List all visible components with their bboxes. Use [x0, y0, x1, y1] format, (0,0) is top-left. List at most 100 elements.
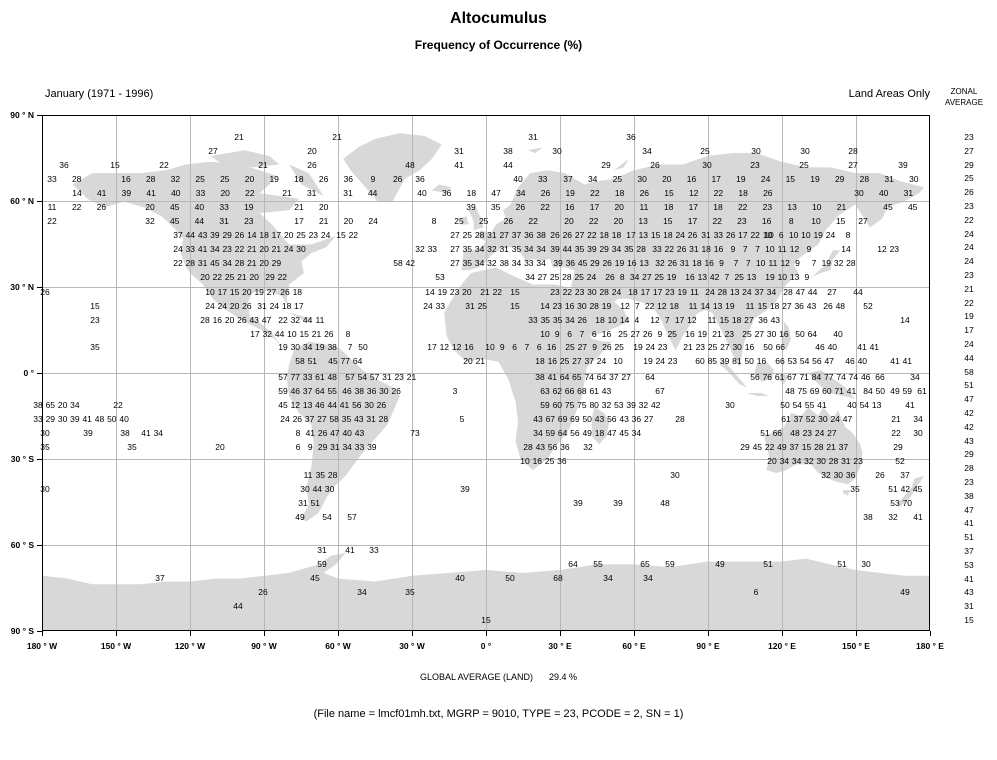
grid-value: 73 — [410, 428, 420, 438]
grid-value: 39 — [553, 258, 563, 268]
grid-value: 19 — [725, 301, 735, 311]
axis-tick-bottom — [42, 631, 43, 636]
grid-value: 23 — [449, 287, 460, 297]
grid-value: 34 — [222, 258, 232, 268]
grid-value: 7 — [347, 342, 353, 352]
grid-value: 44 — [562, 244, 573, 254]
grid-value: 54 — [357, 372, 368, 382]
grid-value: 19 — [677, 287, 687, 297]
grid-value: 18 — [628, 287, 638, 297]
grid-value: 34 — [70, 400, 80, 410]
grid-value: 9 — [307, 442, 313, 452]
grid-value: 31 — [219, 216, 229, 226]
grid-value: 29 — [222, 230, 232, 240]
longitude-label: 0 ° — [480, 641, 492, 651]
zonal-average-value: 24 — [964, 228, 974, 239]
grid-value: 55 — [804, 400, 815, 410]
grid-value: 40 — [827, 342, 838, 352]
grid-value: 27 — [577, 342, 588, 352]
grid-value: 20 — [462, 287, 472, 297]
grid-value: 26 — [391, 386, 401, 396]
grid-value: 28 — [71, 174, 82, 184]
grid-value: 33 — [354, 442, 365, 452]
grid-value: 23 — [244, 216, 254, 226]
grid-value: 14 — [425, 287, 435, 297]
grid-value: 7 — [724, 272, 730, 282]
axis-tick-bottom — [782, 631, 783, 636]
grid-value: 27 — [848, 160, 858, 170]
grid-value: 26 — [602, 342, 612, 352]
grid-value: 41 — [913, 512, 923, 522]
grid-value: 30 — [296, 244, 306, 254]
grid-value: 41 — [817, 400, 827, 410]
grid-value: 30 — [732, 342, 742, 352]
grid-value: 22 — [562, 287, 573, 297]
grid-value: 29 — [740, 442, 750, 452]
grid-value: 27 — [537, 272, 548, 282]
grid-value: 39 — [460, 484, 470, 494]
grid-value: 44 — [503, 160, 513, 170]
grid-value: 6 — [295, 442, 301, 452]
grid-value: 28 — [185, 258, 196, 268]
grid-value: 12 — [439, 342, 450, 352]
zonal-header-line2: AVERAGE — [944, 98, 984, 107]
grid-value: 11 — [745, 301, 755, 311]
grid-value: 19 — [269, 174, 279, 184]
grid-value: 18 — [769, 301, 780, 311]
longitude-label: 60 ° E — [622, 641, 646, 651]
grid-value: 21 — [271, 244, 282, 254]
grid-value: 9 — [806, 244, 812, 254]
grid-value: 7 — [755, 244, 760, 254]
grid-value: 18 — [281, 301, 292, 311]
zonal-average-value: 25 — [964, 173, 974, 184]
grid-value: 56 — [812, 356, 822, 366]
grid-value: 28 — [717, 287, 728, 297]
latitude-label: 30 ° S — [10, 454, 34, 464]
grid-value: 15 — [719, 315, 730, 325]
grid-value: 60 — [552, 400, 563, 410]
grid-value: 13 — [302, 400, 313, 410]
grid-value: 26 — [562, 230, 573, 240]
grid-value: 49 — [900, 587, 910, 597]
file-info-label: (File name = lmcf01mh.txt, MGRP = 9010, … — [313, 708, 684, 720]
longitude-label: 60 ° W — [325, 641, 351, 651]
grid-value: 16 — [212, 315, 223, 325]
grid-value: 20 — [283, 230, 294, 240]
axis-tick-bottom — [412, 631, 413, 636]
grid-value: 45 — [752, 442, 763, 452]
grid-value: 56 — [570, 428, 580, 438]
grid-value: 58 — [329, 414, 339, 424]
grid-value: 31 — [257, 301, 267, 311]
grid-value: 51 — [888, 484, 898, 494]
grid-value: 69 — [557, 414, 568, 424]
grid-value: 20 — [614, 202, 624, 212]
grid-value: 54 — [859, 400, 870, 410]
grid-value: 31 — [382, 372, 392, 382]
grid-value: 37 — [302, 386, 313, 396]
grid-value: 30 — [670, 470, 680, 480]
grid-value: 6 — [753, 587, 759, 597]
land-eurasia — [461, 153, 925, 368]
grid-value: 18 — [294, 174, 304, 184]
grid-value: 53 — [435, 272, 445, 282]
grid-value: 65 — [640, 559, 650, 569]
longitude-label: 90 ° W — [251, 641, 277, 651]
grid-value: 32 — [638, 400, 649, 410]
grid-value: 29 — [599, 244, 609, 254]
grid-value: 17 — [250, 329, 260, 339]
longitude-label: 150 ° W — [100, 641, 132, 651]
grid-value: 26 — [40, 287, 50, 297]
grid-value: 27 — [643, 414, 654, 424]
grid-value: 22 — [234, 244, 245, 254]
grid-value: 10 — [485, 342, 495, 352]
grid-value: 20 — [224, 315, 235, 325]
grid-value: 14 — [841, 244, 851, 254]
grid-value: 16 — [565, 202, 575, 212]
grid-value: 39 — [550, 244, 560, 254]
land-southeast-asia-islands — [719, 321, 856, 399]
grid-value: 50 — [582, 414, 592, 424]
grid-value: 35 — [540, 315, 551, 325]
land-north-america — [72, 161, 336, 356]
grid-value: 50 — [795, 329, 805, 339]
grid-value: 32 — [145, 216, 155, 226]
